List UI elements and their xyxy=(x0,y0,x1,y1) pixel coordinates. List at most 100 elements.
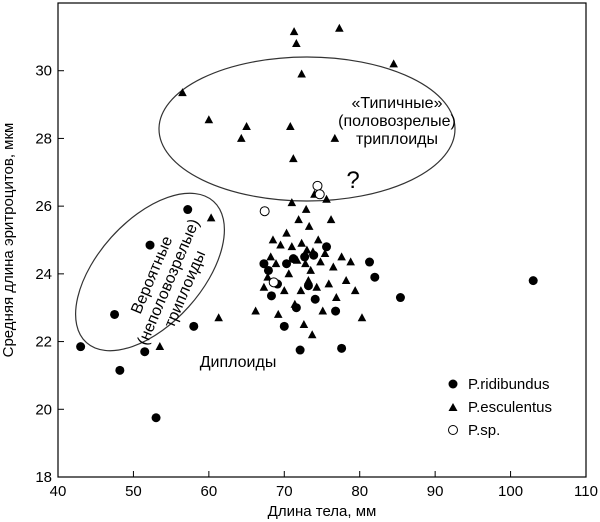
data-point-open-circle xyxy=(314,189,325,200)
data-point-filled-circle xyxy=(110,309,120,319)
data-point-filled-triangle xyxy=(289,154,298,163)
y-tick-label: 22 xyxy=(35,334,52,351)
data-point-filled-triangle xyxy=(316,257,325,266)
data-point-filled-triangle xyxy=(320,248,330,257)
data-point-filled-triangle xyxy=(341,276,351,285)
data-point-filled-triangle xyxy=(294,215,303,224)
data-point-filled-circle xyxy=(263,265,273,275)
annotation-diploids: Диплоиды xyxy=(200,354,277,371)
data-point-filled-circle xyxy=(151,413,161,423)
legend-item-sp: P.sp. xyxy=(448,422,500,439)
x-tick-label: 100 xyxy=(498,483,523,500)
legend-label: P.esculentus xyxy=(468,399,552,416)
data-point-open-circle xyxy=(312,180,323,191)
plot-frame xyxy=(57,2,587,478)
data-point-filled-circle xyxy=(322,242,332,252)
annotation-line: (половозрелые) xyxy=(338,113,456,130)
data-points xyxy=(76,23,538,423)
data-point-filled-triangle xyxy=(276,240,285,249)
data-point-filled-circle xyxy=(370,272,380,282)
data-point-filled-triangle xyxy=(297,69,306,78)
data-point-filled-triangle xyxy=(178,88,187,97)
legend-label: P.sp. xyxy=(468,422,500,439)
data-point-filled-triangle xyxy=(301,204,311,213)
y-tick-label: 26 xyxy=(35,198,52,215)
immature-triploid-ellipse xyxy=(75,192,225,352)
annotation-line: «Типичные» xyxy=(352,95,443,112)
x-axis: 40 50 60 70 80 90 100 110 xyxy=(50,471,598,500)
data-point-filled-triangle xyxy=(350,286,360,295)
legend-item-ridibundus: P.ridibundus xyxy=(448,376,549,393)
x-tick-label: 110 xyxy=(574,483,598,500)
data-point-filled-triangle xyxy=(313,235,323,244)
data-point-filled-triangle xyxy=(299,320,309,329)
y-tick-label: 20 xyxy=(35,401,52,418)
data-point-filled-triangle xyxy=(286,121,295,130)
data-point-filled-triangle xyxy=(322,194,331,203)
data-point-filled-triangle xyxy=(155,342,165,351)
data-point-filled-circle xyxy=(528,276,538,286)
data-point-filled-triangle xyxy=(389,59,398,68)
data-point-filled-triangle xyxy=(263,272,272,281)
y-axis: 18 20 22 24 26 28 30 xyxy=(35,63,64,486)
data-point-filled-triangle xyxy=(268,235,278,244)
data-point-filled-circle xyxy=(337,343,347,353)
annotation-question-mark: ? xyxy=(346,167,359,194)
y-tick-label: 28 xyxy=(35,130,52,147)
data-point-filled-triangle xyxy=(287,242,297,251)
x-tick-label: 70 xyxy=(276,483,293,500)
typical-triploid-ellipse xyxy=(158,56,456,202)
legend-marker-filled-triangle xyxy=(448,403,458,411)
data-point-filled-circle xyxy=(140,347,150,357)
data-point-filled-circle xyxy=(300,252,310,262)
data-point-filled-triangle xyxy=(282,228,291,237)
data-point-filled-triangle xyxy=(273,309,283,318)
data-point-filled-triangle xyxy=(346,257,355,266)
data-point-filled-circle xyxy=(183,205,193,215)
data-point-filled-triangle xyxy=(292,255,302,264)
data-point-filled-triangle xyxy=(324,279,334,288)
legend-marker-filled-circle xyxy=(448,379,458,389)
data-point-filled-triangle xyxy=(329,262,338,271)
y-axis-title: Средняя длина эритроцитов, мкм xyxy=(0,123,17,358)
data-point-filled-triangle xyxy=(302,245,312,254)
legend-label: P.ridibundus xyxy=(468,376,549,393)
y-tick-label: 30 xyxy=(35,63,52,80)
legend: P.ridibundus P.esculentus P.sp. xyxy=(448,376,552,439)
legend-marker-open-circle xyxy=(448,425,458,435)
x-tick-label: 60 xyxy=(201,483,218,500)
data-point-filled-triangle xyxy=(332,292,341,301)
x-tick-label: 90 xyxy=(427,483,444,500)
data-point-filled-triangle xyxy=(259,282,269,291)
data-point-filled-circle xyxy=(279,321,289,331)
y-tick-label: 18 xyxy=(35,469,52,486)
data-point-filled-triangle xyxy=(307,330,317,339)
data-point-filled-circle xyxy=(145,240,155,250)
x-tick-label: 50 xyxy=(125,483,142,500)
data-point-filled-triangle xyxy=(308,247,318,256)
data-point-filled-circle xyxy=(295,345,305,355)
data-point-filled-triangle xyxy=(236,133,246,142)
x-axis-title: Длина тела, мм xyxy=(268,503,377,520)
data-point-filled-circle xyxy=(365,257,375,267)
data-point-filled-triangle xyxy=(326,215,336,224)
data-point-filled-triangle xyxy=(306,265,315,274)
data-point-filled-triangle xyxy=(357,313,367,322)
data-point-filled-circle xyxy=(331,306,341,316)
data-point-filled-triangle xyxy=(214,313,223,322)
x-tick-label: 40 xyxy=(50,483,67,500)
data-point-filled-triangle xyxy=(296,286,306,295)
data-point-filled-triangle xyxy=(337,252,346,261)
data-point-filled-triangle xyxy=(318,306,328,315)
data-point-filled-triangle xyxy=(266,252,276,261)
data-point-filled-triangle xyxy=(335,23,344,32)
data-point-filled-circle xyxy=(282,259,292,269)
data-point-filled-triangle xyxy=(279,286,289,295)
data-point-filled-circle xyxy=(115,365,125,375)
data-point-filled-triangle xyxy=(242,121,251,130)
data-point-filled-triangle xyxy=(206,213,216,222)
data-point-filled-triangle xyxy=(251,306,260,315)
data-point-filled-circle xyxy=(76,342,86,352)
data-point-filled-triangle xyxy=(204,115,214,124)
